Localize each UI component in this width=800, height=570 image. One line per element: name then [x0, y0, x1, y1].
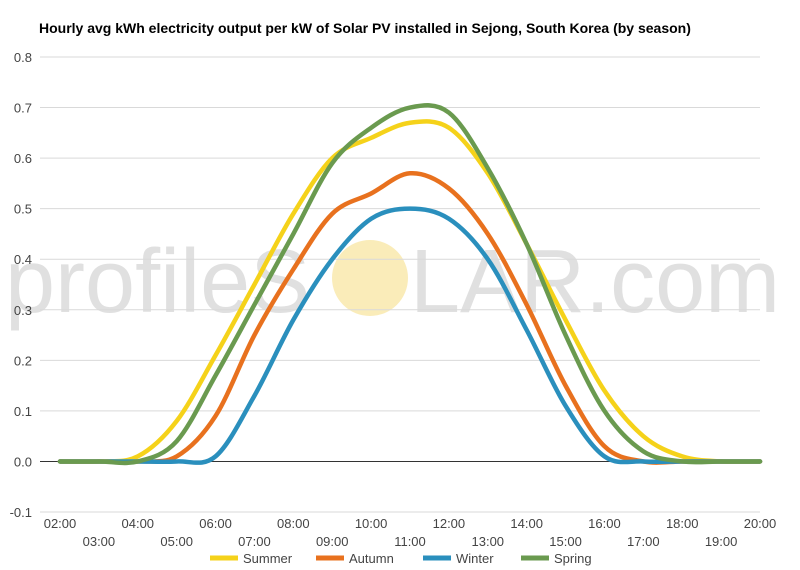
x-tick-label: 02:00: [44, 516, 77, 531]
x-tick-label: 09:00: [316, 534, 349, 549]
gridlines: [40, 56, 760, 513]
y-axis: -0.1 0.0 0.1 0.2 0.3 0.4 0.5 0.6 0.7 0.8: [10, 50, 32, 520]
watermark-text-left: profileS: [5, 232, 310, 332]
watermark-text-right: LAR.com: [410, 232, 780, 332]
x-tick-label: 17:00: [627, 534, 660, 549]
y-tick-label: 0.5: [14, 202, 32, 217]
chart-title: Hourly avg kWh electricity output per kW…: [39, 20, 691, 36]
series-lines: [57, 103, 763, 466]
x-tick-label: 06:00: [199, 516, 232, 531]
x-tick-label: 03:00: [83, 534, 116, 549]
x-tick-label: 18:00: [666, 516, 699, 531]
x-tick-label: 05:00: [160, 534, 193, 549]
x-tick-label: 20:00: [744, 516, 777, 531]
series-line-spring: [57, 103, 763, 466]
x-tick-label: 11:00: [394, 534, 426, 549]
y-tick-label: 0.6: [14, 151, 32, 166]
x-tick-label: 19:00: [705, 534, 738, 549]
y-tick-label: 0.4: [14, 252, 32, 267]
legend-label-autumn: Autumn: [349, 551, 394, 566]
y-tick-label: 0.8: [14, 50, 32, 65]
y-tick-label: 0.7: [14, 101, 32, 116]
series-line-winter: [57, 206, 763, 465]
legend-label-winter: Winter: [456, 551, 494, 566]
x-tick-label: 16:00: [588, 516, 621, 531]
y-tick-label: 0.2: [14, 353, 32, 368]
x-tick-label: 13:00: [472, 534, 505, 549]
x-tick-label: 08:00: [277, 516, 310, 531]
x-tick-label: 10:00: [355, 516, 388, 531]
x-axis: 02:00 04:00 06:00 08:00 10:00 12:00 14:00 16:00…: [44, 516, 777, 549]
x-tick-label: 12:00: [433, 516, 466, 531]
legend-label-summer: Summer: [243, 551, 293, 566]
y-tick-label: -0.1: [10, 505, 32, 520]
series-line-summer: [57, 119, 763, 465]
x-tick-label: 15:00: [549, 534, 582, 549]
y-tick-label: 0.3: [14, 303, 32, 318]
legend: Summer Autumn Winter Spring: [210, 551, 592, 566]
watermark: profileS LAR.com: [5, 232, 780, 332]
x-tick-label: 07:00: [238, 534, 271, 549]
x-tick-label: 04:00: [122, 516, 155, 531]
watermark-sun: [332, 240, 408, 316]
x-tick-label: 14:00: [510, 516, 543, 531]
legend-label-spring: Spring: [554, 551, 592, 566]
y-tick-label: 0.1: [14, 404, 32, 419]
y-tick-label: 0.0: [14, 454, 32, 469]
